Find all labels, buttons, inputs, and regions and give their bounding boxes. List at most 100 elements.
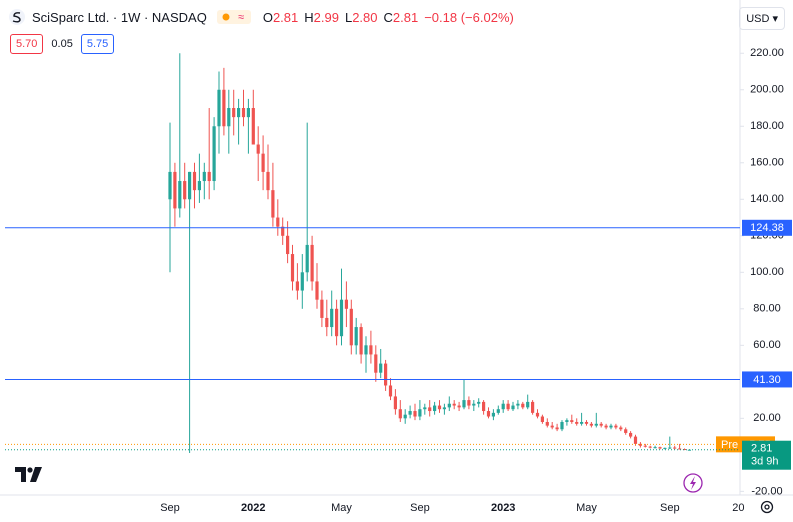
candle-body: [222, 89, 226, 127]
candle-body: [663, 447, 667, 449]
y-tick-label: 200.00: [750, 84, 784, 96]
candle-body: [188, 171, 192, 200]
currency: USD: [746, 13, 770, 25]
y-tick-label: 100.00: [750, 266, 784, 278]
candle-body: [212, 126, 216, 182]
candle-body: [349, 308, 353, 346]
candle-body: [570, 420, 574, 422]
candle-body: [609, 425, 613, 428]
bid-price[interactable]: 5.70: [10, 34, 44, 54]
candle-body: [442, 407, 446, 410]
candle-body: [604, 425, 608, 428]
candle-body: [658, 447, 662, 449]
candle-body: [629, 432, 633, 437]
x-tick-label: May: [576, 502, 597, 514]
ohlc-key: C: [383, 9, 393, 25]
x-tick-label: 2023: [491, 502, 515, 514]
ohlc-values: O2.81 H2.99 L2.80 C2.81: [257, 10, 418, 25]
svg-text:≈: ≈: [238, 11, 244, 23]
candle-body: [599, 423, 603, 426]
ohlc-key: O: [262, 9, 273, 25]
candle-body: [535, 412, 540, 417]
price-tag-label: 124.38: [750, 222, 784, 234]
candle-body: [197, 181, 201, 191]
session-icons: ≈: [216, 10, 251, 24]
candle-body: [246, 108, 250, 118]
candle-body: [256, 144, 260, 154]
candle-body: [403, 414, 407, 419]
candle-body: [633, 436, 638, 444]
candle-body: [398, 409, 402, 419]
lightning-button[interactable]: [683, 473, 703, 493]
candle-body: [447, 403, 451, 408]
candle-body: [227, 108, 231, 127]
candle-body: [339, 299, 344, 337]
candle-body: [531, 401, 535, 413]
candle-body: [491, 412, 495, 417]
candle-body: [261, 153, 265, 172]
candle-body: [555, 427, 559, 430]
candle-body: [477, 401, 481, 404]
candle-body: [388, 385, 393, 397]
candle-body: [437, 405, 442, 410]
candle-body: [300, 272, 304, 291]
candle-body: [624, 429, 628, 433]
x-tick-label: Sep: [660, 502, 680, 514]
candle-body: [173, 171, 177, 209]
candle-body: [506, 403, 510, 410]
candle-body: [673, 447, 677, 449]
candle-body: [550, 425, 554, 428]
ohlc-key: L: [344, 9, 353, 25]
x-tick-label: 2022: [241, 502, 265, 514]
candle-body: [516, 403, 520, 406]
candle-body: [682, 449, 687, 450]
candle-body: [433, 405, 437, 412]
candle-body: [565, 420, 569, 422]
candle-body: [526, 401, 530, 408]
candle-body: [594, 423, 598, 426]
last-price-tag: [742, 440, 791, 470]
candle-body: [467, 400, 471, 406]
candle-body: [452, 403, 456, 406]
candle-body: [374, 354, 378, 373]
candle-body: [379, 363, 383, 373]
candle-body: [384, 363, 388, 386]
candle-body: [266, 171, 270, 191]
candle-body: [501, 403, 505, 410]
candle-body: [589, 423, 593, 426]
last-price-value: 2.81: [751, 443, 772, 455]
candle-body: [305, 244, 309, 273]
y-tick-label: -20.00: [751, 485, 782, 497]
candle-body: [310, 244, 314, 282]
candle-body: [584, 421, 589, 424]
spread: 0.05: [51, 38, 73, 50]
candle-body: [202, 171, 206, 182]
candle-body: [521, 403, 525, 408]
candle-body: [648, 446, 652, 448]
candle-body: [482, 401, 486, 412]
candle-body: [540, 416, 544, 422]
candle-body: [472, 403, 476, 406]
change: −0.18 (−6.02%): [424, 9, 514, 25]
candle-body: [364, 345, 368, 355]
candle-body: [330, 308, 334, 328]
candle-body: [560, 421, 564, 430]
candle-body: [217, 89, 221, 127]
candle-body: [413, 411, 417, 417]
ask-price[interactable]: 5.75: [80, 34, 115, 54]
candle-body: [486, 411, 491, 417]
candle-body: [428, 407, 432, 412]
currency-select[interactable]: USD ▾: [739, 7, 785, 30]
candle-body: [192, 171, 197, 191]
x-tick-label: Sep: [410, 502, 430, 514]
candle-body: [496, 409, 500, 413]
candle-body: [369, 345, 373, 355]
candle-body: [325, 317, 329, 328]
y-tick-label: 60.00: [753, 339, 781, 351]
x-tick-label: May: [331, 502, 352, 514]
candle-body: [653, 447, 657, 449]
settings-button[interactable]: [760, 500, 774, 514]
candle-body: [241, 108, 246, 118]
